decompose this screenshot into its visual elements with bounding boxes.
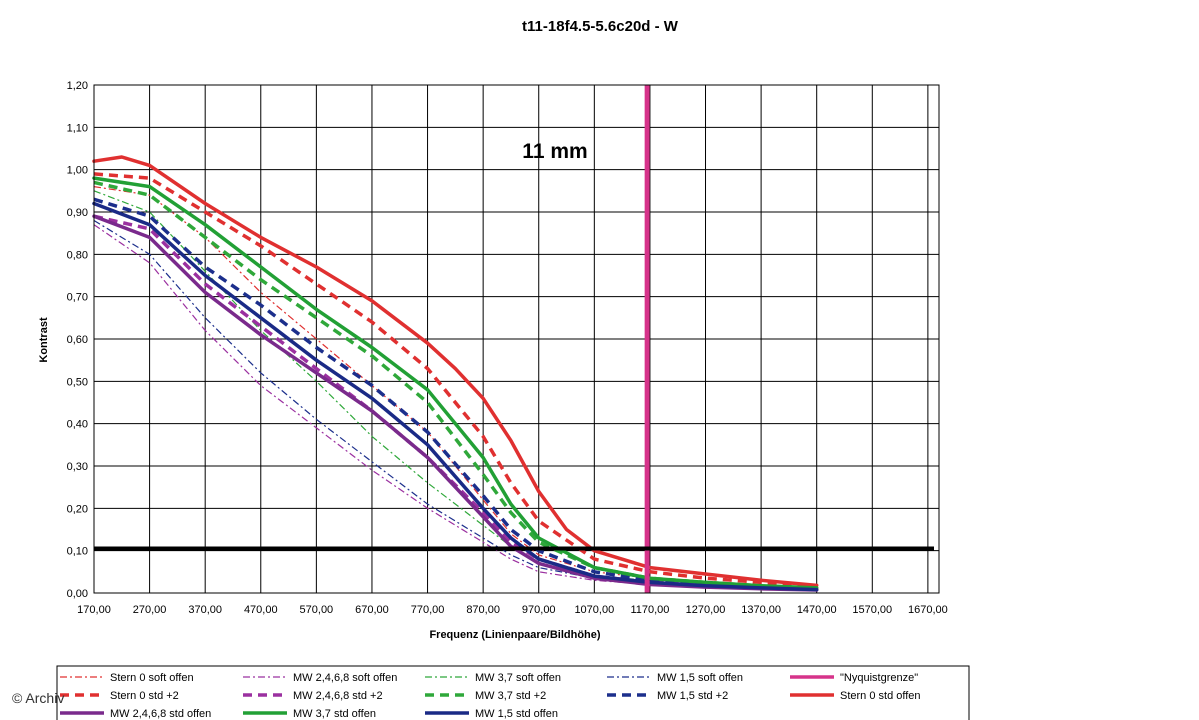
series-line-1 — [93, 224, 817, 591]
x-tick-label: 170,00 — [77, 604, 111, 616]
x-tick-label: 370,00 — [188, 604, 222, 616]
legend-label-4: "Nyquistgrenze" — [840, 672, 918, 684]
x-tick-label: 670,00 — [355, 604, 389, 616]
chart-title: t11-18f4.5-5.6c20d - W — [522, 18, 679, 35]
x-tick-label: 1170,00 — [630, 604, 669, 616]
x-axis-label: Frequenz (Linienpaare/Bildhöhe) — [429, 629, 600, 641]
legend-label-2: MW 3,7 soft offen — [475, 672, 561, 684]
series-line-8 — [93, 197, 817, 591]
legend-label-1: MW 2,4,6,8 soft offen — [293, 672, 397, 684]
y-tick-label: 0,70 — [67, 292, 88, 304]
series-line-0 — [93, 186, 817, 589]
series-lines — [92, 155, 819, 592]
series-line-3 — [93, 219, 817, 590]
y-tick-label: 0,80 — [67, 249, 88, 261]
legend-label-3: MW 1,5 soft offen — [657, 672, 743, 684]
x-tick-label: 1270,00 — [686, 604, 726, 616]
y-tick-labels: 0,00 0,10 0,20 0,30 0,40 0,50 0,60 0,70 0,80 0,90… — [67, 80, 88, 600]
x-tick-label: 770,00 — [411, 604, 445, 616]
y-axis-label: Kontrast — [38, 317, 50, 363]
y-tick-label: 0,60 — [67, 334, 88, 346]
series-line-7 — [93, 180, 817, 590]
x-tick-label: 1470,00 — [797, 604, 837, 616]
legend-label-7: MW 3,7 std +2 — [475, 690, 546, 702]
series-line-2 — [93, 190, 817, 590]
x-tick-label: 870,00 — [466, 604, 500, 616]
legend-label-5: Stern 0 std +2 — [110, 690, 179, 702]
x-tick-label: 1370,00 — [741, 604, 781, 616]
plot-frame — [93, 84, 940, 594]
y-tick-label: 1,10 — [67, 122, 88, 134]
y-tick-label: 0,40 — [67, 419, 88, 431]
legend-label-0: Stern 0 soft offen — [110, 672, 194, 684]
legend-label-10: MW 2,4,6,8 std offen — [110, 708, 211, 720]
y-tick-label: 0,20 — [67, 503, 88, 515]
legend-label-9: Stern 0 std offen — [840, 690, 921, 702]
legend-label-6: MW 2,4,6,8 std +2 — [293, 690, 383, 702]
y-tick-label: 1,00 — [67, 165, 88, 177]
grid — [93, 84, 939, 594]
series-line-12 — [92, 201, 819, 592]
legend-box — [56, 665, 970, 720]
x-tick-label: 1670,00 — [908, 604, 948, 616]
y-tick-label: 0,10 — [67, 546, 88, 558]
y-tick-label: 0,90 — [67, 207, 88, 219]
legend-label-11: MW 3,7 std offen — [293, 708, 376, 720]
credit-text: © Archiv — [12, 690, 64, 706]
y-tick-label: 1,20 — [67, 80, 88, 92]
x-tick-label: 470,00 — [244, 604, 278, 616]
x-tick-label: 970,00 — [522, 604, 556, 616]
series-line-5 — [93, 172, 817, 588]
legend: Stern 0 soft offen MW 2,4,6,8 soft offen M… — [56, 665, 970, 720]
legend-label-8: MW 1,5 std +2 — [657, 690, 728, 702]
x-tick-label: 1570,00 — [852, 604, 892, 616]
reference-lines — [94, 85, 934, 593]
y-tick-label: 0,00 — [67, 588, 88, 600]
y-tick-label: 0,30 — [67, 461, 88, 473]
x-tick-label: 1070,00 — [574, 604, 614, 616]
legend-label-12: MW 1,5 std offen — [475, 708, 558, 720]
x-tick-label: 270,00 — [133, 604, 167, 616]
x-tick-label: 570,00 — [300, 604, 334, 616]
series-line-9 — [92, 155, 819, 588]
y-tick-label: 0,50 — [67, 376, 88, 388]
series-line-11 — [92, 176, 819, 590]
annotation-focal-length: 11 mm — [522, 140, 587, 163]
x-tick-labels: 170,00 270,00 370,00 470,00 570,00 670,00 770,… — [77, 604, 948, 616]
